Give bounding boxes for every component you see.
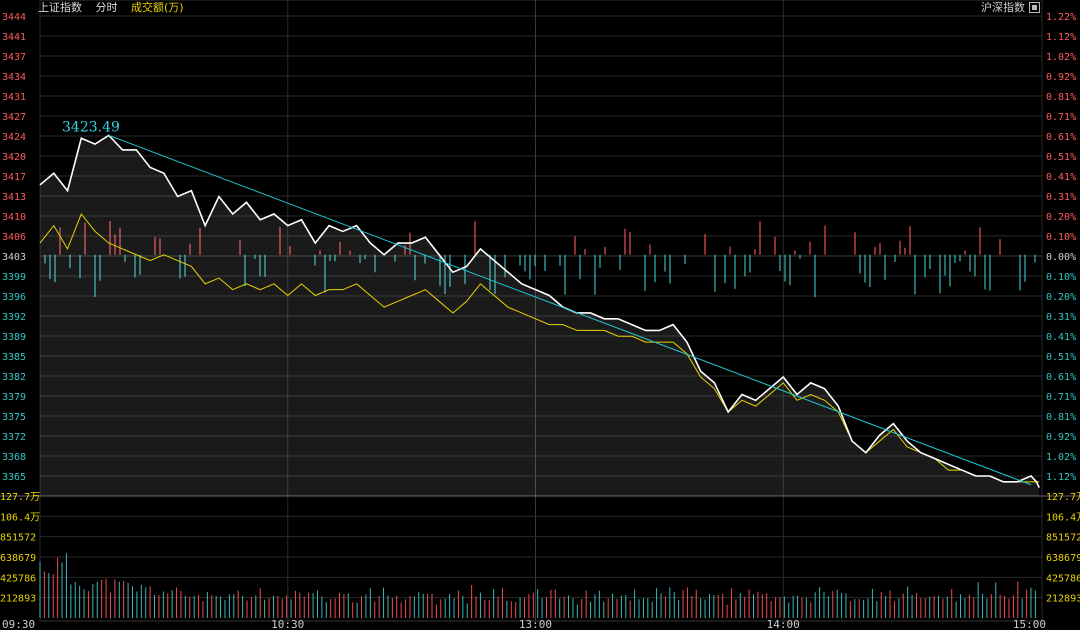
- percent-tick-label: 0.00%: [1046, 252, 1076, 263]
- period-label[interactable]: 分时: [95, 1, 118, 14]
- price-tick-label: 3403: [2, 252, 26, 263]
- percent-tick-label: 0.31%: [1046, 192, 1076, 203]
- volume-bars: [39, 553, 1036, 618]
- price-tick-label: 3427: [2, 112, 26, 123]
- percent-tick-label: 0.20%: [1046, 292, 1076, 303]
- volume-tick-label: 851572: [0, 533, 36, 544]
- volume-tick-label-right: 638679: [1046, 553, 1080, 564]
- percent-tick-label: 1.02%: [1046, 52, 1076, 63]
- percent-tick-label: 0.10%: [1046, 232, 1076, 243]
- price-layer: 3423.49: [39, 119, 1040, 496]
- chart-header: 上证指数 分时 成交额(万): [38, 0, 194, 16]
- price-tick-label: 3365: [2, 472, 26, 483]
- percent-axis-right: 1.22% 1.12% 1.02% 0.92% 0.81% 0.71% 0.61% 0.51%…: [1046, 12, 1076, 483]
- time-tick-label: 14:00: [767, 618, 800, 630]
- percent-tick-label: 0.20%: [1046, 212, 1076, 223]
- volume-label: 成交额(万): [131, 1, 184, 14]
- price-axis-left: 3444 3441 3437 3434 3431 3427 3424 3420 3417 3413…: [2, 12, 26, 483]
- index-name[interactable]: 上证指数: [38, 1, 82, 14]
- chart-header-right[interactable]: 沪深指数: [981, 0, 1040, 16]
- price-line: [39, 134, 1040, 488]
- volume-tick-label: 106.4万: [0, 512, 40, 523]
- price-tick-label: 3437: [2, 52, 26, 63]
- percent-tick-label: 1.22%: [1046, 12, 1076, 23]
- volume-axis-right: 127.7万 106.4万 851572 638679 425786 212893: [1046, 492, 1080, 605]
- price-tick-label: 3382: [2, 372, 26, 383]
- percent-tick-label: 0.92%: [1046, 432, 1076, 443]
- price-tick-label: 3413: [2, 192, 26, 203]
- percent-tick-label: 0.51%: [1046, 352, 1076, 363]
- price-tick-label: 3434: [2, 72, 26, 83]
- volume-tick-label-right: 106.4万: [1046, 512, 1080, 523]
- volume-tick-label: 425786: [0, 573, 36, 584]
- price-tick-label: 3389: [2, 332, 26, 343]
- price-tick-label: 3424: [2, 132, 26, 143]
- volume-tick-label-right: 851572: [1046, 533, 1080, 544]
- percent-tick-label: 0.31%: [1046, 312, 1076, 323]
- percent-tick-label: 0.10%: [1046, 272, 1076, 283]
- price-tick-label: 3399: [2, 272, 26, 283]
- price-tick-label: 3410: [2, 212, 26, 223]
- percent-tick-label: 0.41%: [1046, 172, 1076, 183]
- percent-tick-label: 0.51%: [1046, 152, 1076, 163]
- price-tick-label: 3396: [2, 292, 26, 303]
- percent-tick-label: 1.02%: [1046, 452, 1076, 463]
- average-price-line: [39, 212, 1040, 483]
- percent-tick-label: 0.92%: [1046, 72, 1076, 83]
- right-label: 沪深指数: [981, 1, 1025, 14]
- price-tick-label: 3417: [2, 172, 26, 183]
- time-tick-label: 10:30: [271, 618, 304, 630]
- price-tick-label: 3372: [2, 432, 26, 443]
- percent-tick-label: 0.61%: [1046, 372, 1076, 383]
- settings-icon[interactable]: [1029, 1, 1040, 13]
- price-tick-label: 3385: [2, 352, 26, 363]
- percent-tick-label: 0.41%: [1046, 332, 1076, 343]
- percent-tick-label: 1.12%: [1046, 472, 1076, 483]
- percent-tick-label: 0.81%: [1046, 412, 1076, 423]
- time-tick-label: 13:00: [519, 618, 552, 630]
- price-tick-label: 3392: [2, 312, 26, 323]
- price-tick-label: 3431: [2, 92, 26, 103]
- price-tick-label: 3444: [2, 12, 26, 23]
- percent-tick-label: 0.71%: [1046, 112, 1076, 123]
- volume-tick-label: 638679: [0, 553, 36, 564]
- price-tick-label: 3375: [2, 412, 26, 423]
- price-tick-label: 3441: [2, 32, 26, 43]
- volume-tick-label: 127.7万: [0, 492, 40, 503]
- percent-tick-label: 0.81%: [1046, 92, 1076, 103]
- high-price-label: 3423.49: [62, 119, 120, 135]
- percent-tick-label: 1.12%: [1046, 32, 1076, 43]
- volume-tick-label-right: 212893: [1046, 594, 1080, 605]
- price-tick-label: 3406: [2, 232, 26, 243]
- price-tick-label: 3420: [2, 152, 26, 163]
- volume-tick-label: 212893: [0, 594, 36, 605]
- time-tick-label: 09:30: [2, 618, 35, 630]
- percent-tick-label: 0.61%: [1046, 132, 1076, 143]
- volume-axis-left: 127.7万 106.4万 851572 638679 425786 212893: [0, 492, 40, 605]
- percent-tick-label: 0.71%: [1046, 392, 1076, 403]
- breadth-bars: [44, 221, 1036, 298]
- price-tick-label: 3368: [2, 452, 26, 463]
- volume-tick-label-right: 425786: [1046, 573, 1080, 584]
- volume-tick-label-right: 127.7万: [1046, 492, 1080, 503]
- time-tick-label: 15:00: [1013, 618, 1046, 630]
- price-tick-label: 3379: [2, 392, 26, 403]
- trend-line: [108, 134, 1032, 486]
- time-axis: 09:30 10:30 13:00 14:00 15:00: [2, 618, 1046, 630]
